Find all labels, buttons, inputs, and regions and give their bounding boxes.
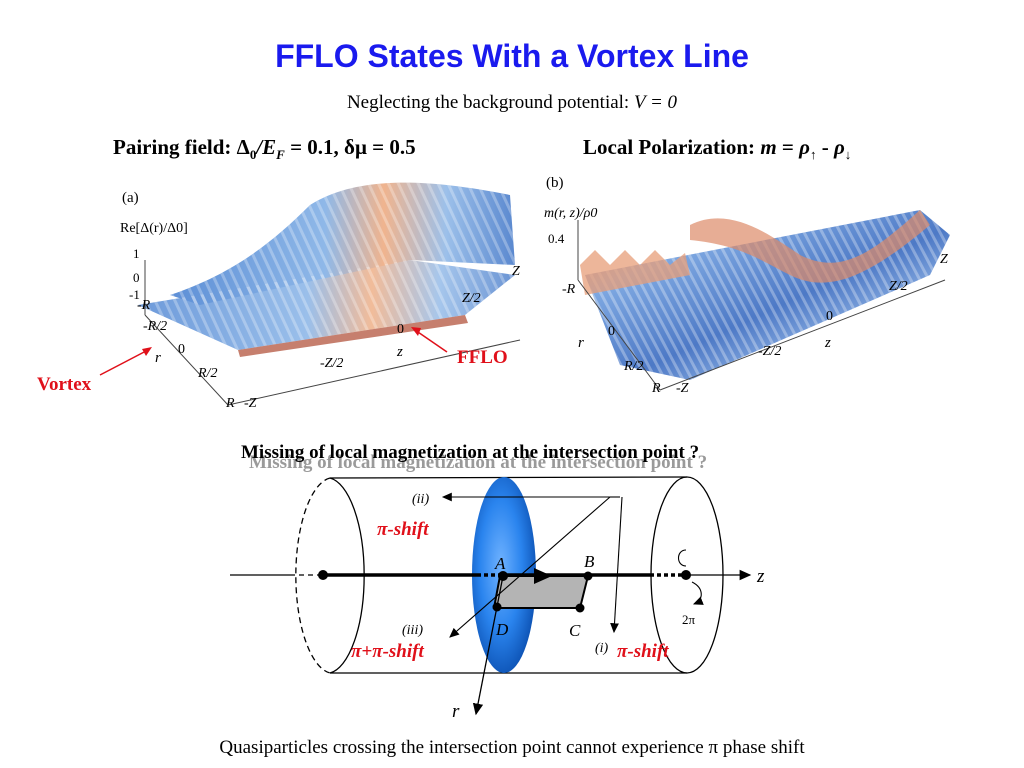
path-iii [449, 496, 611, 638]
a-ztick-1: 1 [133, 246, 140, 261]
b-r-label: r [578, 335, 584, 351]
b-rtick-1: -R [562, 282, 576, 297]
a-rtick-3: 0 [178, 342, 185, 357]
shift-label-top: π-shift [377, 519, 429, 540]
a-ztick-axis-3: 0 [397, 322, 404, 337]
rotation-bottom [691, 581, 704, 605]
down-arrow: ↓ [844, 147, 852, 163]
path-iii-label: (iii) [402, 623, 423, 638]
question-heading: Missing of local magnetization at the in… [241, 442, 700, 463]
b-ztick-axis-1: -Z [676, 381, 689, 396]
path-ii-label: (ii) [412, 492, 429, 507]
cylinder-top-edge [329, 476, 688, 479]
a-rtick-4: R/2 [197, 366, 217, 381]
b-ztick-axis-4: Z/2 [889, 279, 908, 294]
b-ztick: 0.4 [548, 231, 565, 246]
pairing-field-plot: (a) Re[Δ(r)/Δ0] 1 0 -1 -R -R/2 0 R/2 R r… [110, 165, 540, 415]
r-axis-label: r [452, 701, 460, 722]
up-arrow: ↑ [809, 147, 817, 163]
a-rtick-5: R [225, 396, 235, 411]
label-a: A [494, 554, 506, 573]
a-rtick-1: -R [137, 298, 151, 313]
shift-label-left: π+π-shift [351, 641, 424, 662]
shift-label-right: π-shift [617, 641, 669, 662]
slide-subtitle: Neglecting the background potential: V =… [0, 92, 1024, 114]
a-ztick-axis-2: -Z/2 [320, 356, 343, 371]
plot-a-zlabel: Re[Δ(r)/Δ0] [120, 221, 188, 236]
b-rtick-2: 0 [608, 324, 615, 339]
eq-equals: = [776, 135, 800, 159]
z-axis-label: z [756, 566, 765, 587]
b-ztick-axis-3: 0 [826, 309, 833, 324]
e-subscript: F [276, 147, 285, 163]
delta-symbol: Δ [236, 135, 250, 159]
label-c: C [569, 621, 581, 640]
b-ztick-axis-2: -Z/2 [758, 344, 781, 359]
plot-a-tag: (a) [122, 190, 139, 206]
polarization-header: Local Polarization: m = ρ↑ - ρ↓ [583, 135, 851, 163]
path-i [610, 496, 623, 634]
r-axis [472, 575, 504, 716]
polarization-peaks [580, 250, 690, 295]
plot-b-tag: (b) [546, 175, 564, 191]
two-pi-label: 2π [682, 612, 696, 627]
axis-point-left [318, 570, 328, 580]
subtitle-text: Neglecting the background potential: [346, 92, 634, 113]
pairing-field-header: Pairing field: Δ0/EF = 0.1, δμ = 0.5 [113, 135, 416, 163]
rho-down: ρ [833, 135, 845, 159]
a-z-label: z [396, 344, 403, 360]
slash-e: /E [256, 135, 277, 159]
a-ztick-axis-4: Z/2 [462, 291, 481, 306]
cylinder-left-back [295, 477, 331, 674]
label-b: B [584, 552, 595, 571]
rotation-top [677, 549, 687, 567]
vortex-label: Vortex [37, 374, 92, 395]
b-ztick-axis-5: Z [940, 252, 948, 267]
axis-point-right [681, 570, 691, 580]
polarization-crest [690, 210, 930, 283]
label-d: D [495, 620, 509, 639]
polarization-lead: Local Polarization: [583, 135, 761, 159]
loop-abcd [492, 575, 590, 609]
eq-m: m [760, 135, 777, 159]
point-b [583, 571, 593, 581]
eq-minus: - [816, 135, 834, 159]
a-ztick-2: 0 [133, 270, 140, 285]
rho-up: ρ [799, 135, 810, 159]
fflo-label: FFLO [457, 347, 508, 368]
a-r-label: r [155, 350, 161, 366]
polarization-plot: (b) m(r, z)/ρ0 0.4 -R 0 r R/2 R -Z -Z/2 … [540, 165, 970, 410]
question-shadow: Missing of local magnetization at the in… [249, 452, 708, 473]
a-ztick-axis-1: -Z [244, 396, 257, 411]
path-i-label: (i) [595, 641, 609, 656]
a-ztick-3: -1 [129, 287, 140, 302]
slide-title: FFLO States With a Vortex Line [275, 38, 749, 74]
footer-caption: Quasiparticles crossing the intersection… [219, 737, 805, 758]
a-ztick-axis-5: Z [512, 264, 520, 279]
b-rtick-4: R [651, 381, 661, 396]
subtitle-equation: V = 0 [633, 92, 678, 113]
plot-b-zlabel: m(r, z)/ρ0 [544, 206, 597, 221]
b-z-label: z [824, 335, 831, 351]
delta-subscript: 0 [249, 147, 257, 163]
a-rtick-2: -R/2 [143, 319, 167, 334]
pairing-lead: Pairing field: [113, 135, 237, 159]
pairing-rest: = 0.1, δμ = 0.5 [284, 135, 416, 159]
point-c [575, 603, 585, 613]
b-rtick-3: R/2 [623, 359, 643, 374]
